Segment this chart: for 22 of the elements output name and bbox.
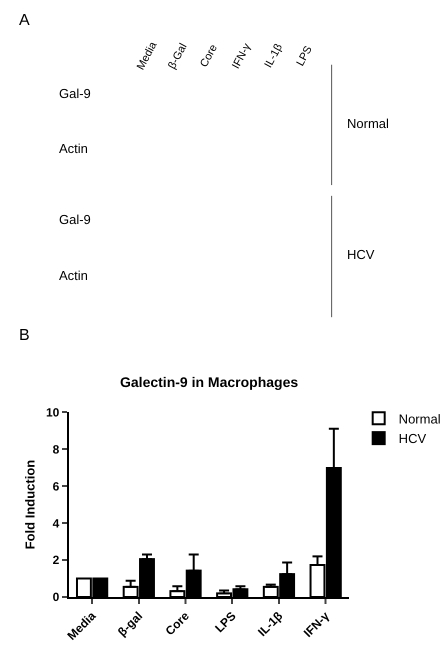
text: A — [19, 12, 30, 29]
y-tick-label: 8 — [52, 442, 60, 456]
text: HCV — [347, 247, 375, 262]
y-tick-label: 4 — [52, 516, 60, 530]
text: β-Gal — [166, 42, 190, 72]
text: Normal — [347, 116, 390, 131]
y-tick-label: 6 — [52, 479, 60, 494]
chart-title: Galectin-9 in Macrophages — [120, 374, 298, 390]
text: Gal-9 — [59, 86, 91, 101]
y-tick-label: 0 — [52, 590, 60, 604]
text: B — [19, 327, 30, 344]
text: IL-1β — [262, 42, 285, 70]
y-tick-label: 2 — [52, 553, 60, 568]
text: Actin — [59, 268, 88, 283]
y-axis-title: Fold Induction — [22, 460, 38, 550]
y-tick-label: 10 — [46, 405, 60, 420]
legend-label: Normal — [398, 411, 441, 426]
legend-label: HCV — [398, 431, 426, 446]
text: Gal-9 — [59, 212, 91, 227]
text: Actin — [59, 141, 88, 156]
text: Core — [198, 42, 220, 70]
text: LPS — [294, 44, 315, 68]
